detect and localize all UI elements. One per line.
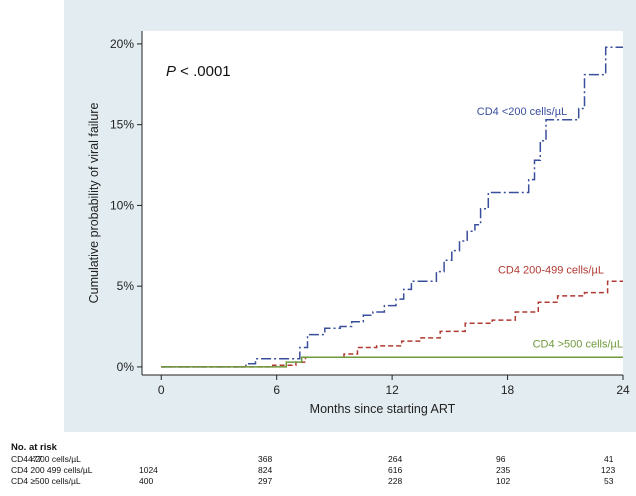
series-label-2: CD4 200-499 cells/µL <box>498 264 604 276</box>
risk-cell: 264 <box>388 454 403 464</box>
risk-row-label: CD4 ≥500 cells/µL <box>11 476 81 486</box>
risk-table: No. at risk CD4 <200 cells/µL 477 368 26… <box>11 442 631 487</box>
y-axis-title: Cumulative probability of viral failure <box>87 103 101 304</box>
series-label-3: CD4 >500 cells/µL <box>533 339 623 351</box>
km-curve-chart: 0% 5% 10% 15% 20% 0 6 12 18 24 Months since starti… <box>87 31 630 416</box>
risk-cell: 228 <box>388 476 403 486</box>
risk-cell: 102 <box>496 476 511 486</box>
risk-cell: 400 <box>139 476 154 486</box>
risk-cell: 123 <box>601 465 616 475</box>
risk-cell: 41 <box>604 454 614 464</box>
x-tick-label: 6 <box>273 383 280 397</box>
risk-cell: 297 <box>258 476 273 486</box>
risk-row-label: CD4 200 499 cells/µL <box>11 465 93 475</box>
y-tick-label: 0% <box>117 360 135 374</box>
y-tick-label: 10% <box>110 198 134 212</box>
risk-row-label: CD4 <200 cells/µL <box>11 454 81 464</box>
risk-cell: 368 <box>258 454 273 464</box>
risk-cell: 96 <box>496 454 506 464</box>
x-tick-label: 18 <box>501 383 515 397</box>
y-tick-label: 15% <box>110 118 134 132</box>
risk-cell: 616 <box>388 465 403 475</box>
y-tick-label: 5% <box>117 279 135 293</box>
risk-row: CD4 200 499 cells/µL 1024 824 616 235 12… <box>11 465 631 476</box>
risk-cell: 477 <box>28 454 43 464</box>
p-value-annotation: P < .0001 <box>166 63 231 80</box>
x-tick-label: 0 <box>158 383 165 397</box>
x-axis-title: Months since starting ART <box>310 402 456 416</box>
y-tick-label: 20% <box>110 37 134 51</box>
risk-cell: 1024 <box>139 465 158 475</box>
risk-cell: 53 <box>604 476 614 486</box>
risk-row: CD4 <200 cells/µL 477 368 264 96 41 <box>11 454 631 465</box>
series-line-3 <box>161 356 623 368</box>
risk-row: CD4 ≥500 cells/µL 400 297 228 102 53 <box>11 476 631 487</box>
series-line-1 <box>161 46 623 368</box>
risk-cell: 824 <box>258 465 273 475</box>
risk-table-title: No. at risk <box>11 442 57 453</box>
risk-cell: 235 <box>496 465 511 475</box>
plot-area <box>142 31 623 375</box>
series-label-1: CD4 <200 cells/µL <box>477 106 567 118</box>
x-tick-label: 12 <box>385 383 399 397</box>
x-tick-label: 24 <box>616 383 630 397</box>
